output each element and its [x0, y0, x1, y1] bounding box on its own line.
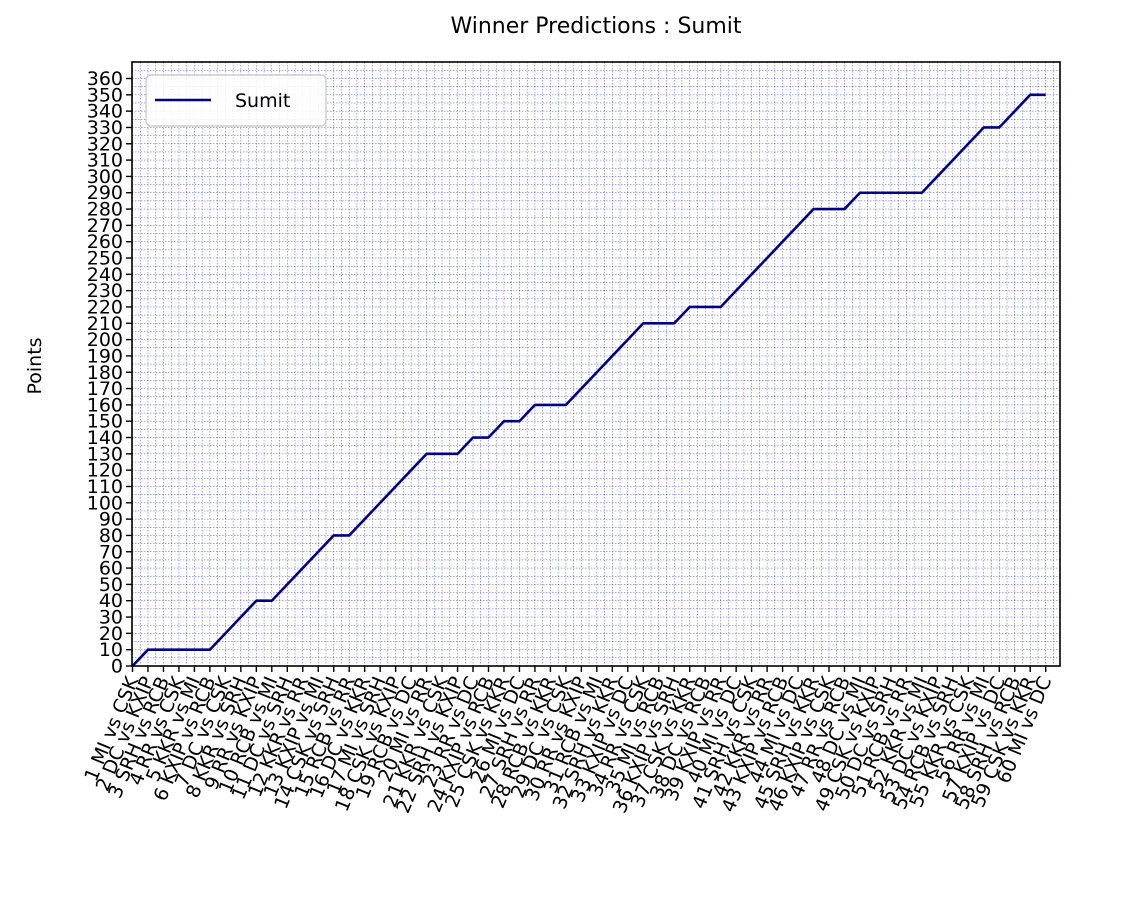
y-tick-label: 0 — [111, 656, 123, 678]
y-tick-label: 130 — [87, 443, 123, 465]
y-tick-label: 80 — [99, 525, 123, 547]
y-tick-label: 200 — [87, 329, 123, 351]
y-tick-label: 330 — [87, 117, 123, 139]
y-tick-label: 140 — [87, 427, 123, 449]
y-tick-label: 250 — [87, 248, 123, 270]
y-tick-label: 220 — [87, 296, 123, 318]
y-tick-label: 20 — [99, 623, 123, 645]
y-tick-label: 360 — [87, 68, 123, 90]
y-tick-label: 270 — [87, 215, 123, 237]
axes — [131, 61, 1061, 667]
y-tick-label: 70 — [99, 541, 123, 563]
y-tick-label: 120 — [87, 460, 123, 482]
grid-lines — [132, 62, 1060, 667]
y-tick-label: 230 — [87, 280, 123, 302]
y-tick-label: 280 — [87, 199, 123, 221]
y-tick-label: 60 — [99, 558, 123, 580]
y-tick-label: 340 — [87, 101, 123, 123]
legend-box — [145, 74, 327, 127]
y-tick-label: 310 — [87, 150, 123, 172]
y-tick-label: 210 — [87, 313, 123, 335]
y-tick-label: 190 — [87, 345, 123, 367]
y-tick-label: 350 — [87, 84, 123, 106]
y-tick-label: 150 — [87, 411, 123, 433]
series-layer — [131, 93, 1046, 667]
y-tick-label: 180 — [87, 362, 123, 384]
y-axis-ticks: 0102030405060708090100110120130140150160… — [87, 68, 132, 678]
y-tick-label: 290 — [87, 182, 123, 204]
y-tick-label: 10 — [99, 639, 123, 661]
y-tick-label: 170 — [87, 378, 123, 400]
y-tick-label: 50 — [99, 574, 123, 596]
y-tick-label: 110 — [87, 476, 123, 498]
series-line-sumit — [131, 93, 1046, 667]
y-tick-label: 30 — [99, 607, 123, 629]
y-tick-label: 300 — [87, 166, 123, 188]
y-tick-label: 90 — [99, 509, 123, 531]
y-tick-label: 240 — [87, 264, 123, 286]
y-tick-label: 160 — [87, 394, 123, 416]
y-axis-label: Points — [24, 337, 46, 394]
y-tick-label: 100 — [87, 492, 123, 514]
chart-title: Winner Predictions : Sumit — [450, 14, 742, 39]
y-tick-label: 260 — [87, 231, 123, 253]
y-tick-label: 320 — [87, 133, 123, 155]
legend: Sumit — [145, 74, 327, 127]
y-tick-label: 40 — [99, 590, 123, 612]
legend-label: Sumit — [235, 90, 290, 112]
plot-frame — [131, 61, 1061, 667]
